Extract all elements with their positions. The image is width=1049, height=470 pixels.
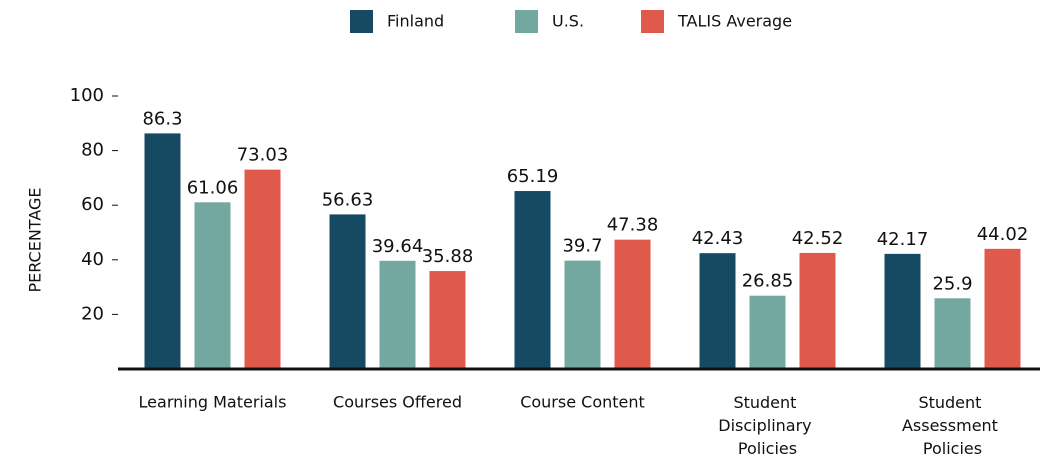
legend-label: U.S. [552,12,584,31]
bar [884,253,921,369]
value-label: 86.3 [142,108,182,129]
bar [429,271,466,369]
value-label: 39.7 [562,236,602,257]
bar [614,239,651,369]
value-label: 42.52 [792,228,844,249]
value-label: 47.38 [607,215,659,236]
bar [934,298,971,369]
value-label: 73.03 [237,145,289,166]
value-label: 56.63 [322,189,374,210]
y-tick-label: 80 [81,140,104,161]
x-tick-label: Learning Materials [139,393,287,412]
bar [329,214,366,369]
x-tick-label: Student Assessment Policies [902,393,1003,458]
bar [799,252,836,369]
y-tick-label: 20 [81,303,104,324]
bar [144,133,181,369]
y-axis-label: PERCENTAGE [26,187,45,292]
legend-label: Finland [387,12,444,31]
bar [749,295,786,369]
bar [379,260,416,369]
legend-label: TALIS Average [677,12,792,31]
legend-swatch [641,10,664,33]
bar [244,169,281,369]
x-tick-label: Student Disciplinary Policies [718,393,816,458]
legend-swatch [350,10,373,33]
value-label: 26.85 [742,271,794,292]
value-label: 42.43 [692,228,744,249]
bar [194,202,231,369]
value-label: 44.02 [977,224,1029,245]
value-label: 39.64 [372,236,424,257]
value-label: 61.06 [187,177,239,198]
x-tick-label: Courses Offered [333,393,462,412]
bar [984,248,1021,369]
bar [514,191,551,369]
y-tick-label: 40 [81,249,104,270]
value-label: 65.19 [507,166,559,187]
bar [699,253,736,369]
x-tick-label: Course Content [520,393,645,412]
y-tick-label: 60 [81,194,104,215]
y-tick-label: 100 [70,85,104,106]
legend-swatch [515,10,538,33]
value-label: 35.88 [422,246,474,267]
value-label: 25.9 [932,273,972,294]
bar [564,260,601,369]
value-label: 42.17 [877,229,929,250]
